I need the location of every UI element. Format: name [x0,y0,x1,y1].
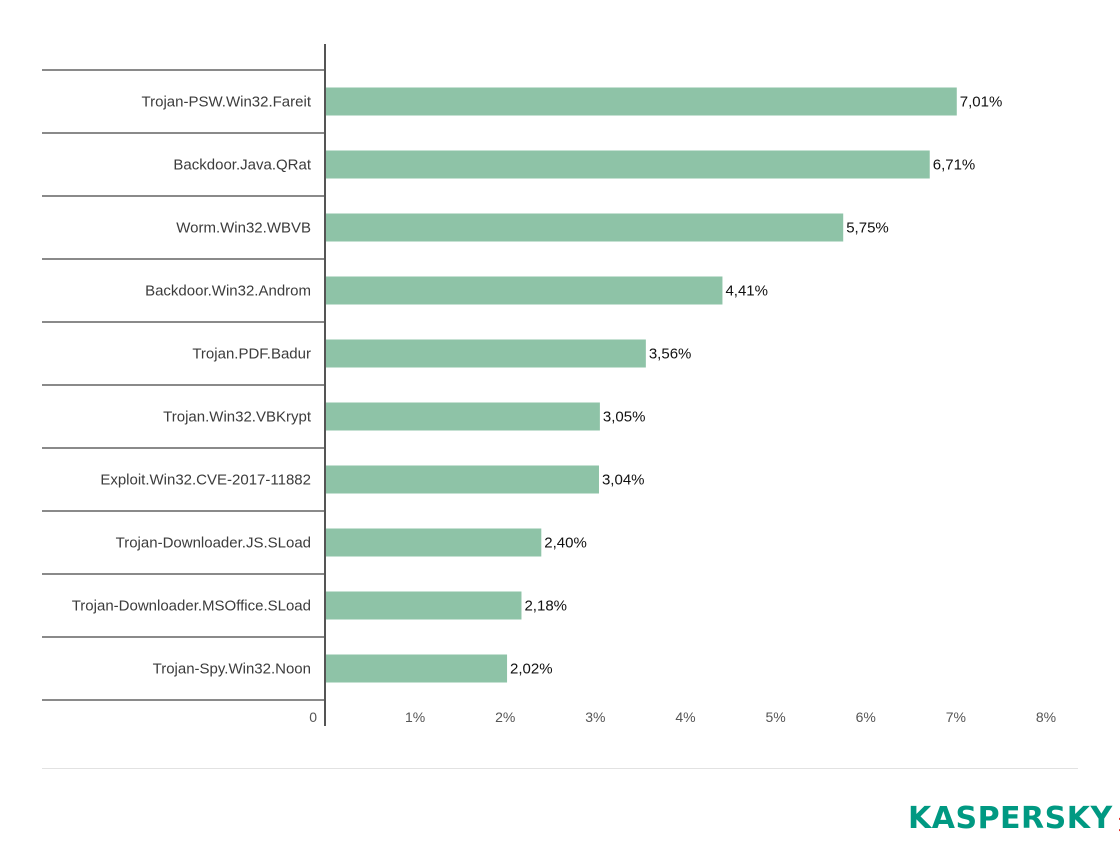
x-tick-label: 3% [585,709,605,725]
x-axis-ticks: 0 1% 2% 3% 4% 5% 6% 7% 8% [309,709,1056,725]
category-rows: Trojan-PSW.Win32.Fareit Backdoor.Java.QRa… [42,69,325,701]
bar [326,276,723,305]
data-label: 7,01% [960,94,1003,111]
bar [326,150,930,179]
bar [326,213,844,242]
data-label: 5,75% [846,220,889,237]
data-label: 2,02% [510,661,553,678]
x-tick-label: 6% [856,709,876,725]
x-tick-label: 1% [405,709,425,725]
x-tick-label: 7% [946,709,966,725]
x-tick-label: 0 [309,709,317,725]
footer-divider [42,768,1078,769]
x-tick-label: 5% [766,709,786,725]
x-tick-label: 8% [1036,709,1056,725]
bar [326,591,522,620]
data-label: 3,04% [602,472,645,489]
data-label: 2,40% [544,535,587,552]
bars: 7,01% 6,71% 5,75% 4,41% 3,56% 3,05% 3,04% 2,40%… [326,87,1003,683]
bar [326,528,542,557]
x-tick-label: 4% [675,709,695,725]
data-label: 6,71% [933,157,976,174]
category-label: Trojan-Downloader.JS.SLoad [116,535,311,552]
data-label: 3,56% [649,346,692,363]
category-label: Trojan.Win32.VBKrypt [163,409,312,426]
category-label: Worm.Win32.WBVB [176,220,311,237]
category-label: Trojan-PSW.Win32.Fareit [142,94,312,111]
bar [326,654,508,683]
kaspersky-logo: KASPERSKY lab [908,794,1120,834]
data-label: 3,05% [603,409,646,426]
category-label: Backdoor.Java.QRat [173,157,311,174]
category-label: Backdoor.Win32.Androm [145,283,311,300]
category-label: Trojan-Downloader.MSOffice.SLoad [72,598,311,615]
data-label: 4,41% [725,283,768,300]
category-label: Trojan.PDF.Badur [192,346,311,363]
bar [326,339,646,368]
bar [326,402,600,431]
logo-wordmark: KASPERSKY [908,801,1113,836]
bar [326,465,599,494]
x-tick-label: 2% [495,709,515,725]
category-label: Trojan-Spy.Win32.Noon [153,661,311,678]
category-label: Exploit.Win32.CVE-2017-11882 [100,472,311,489]
bar [326,87,957,116]
bar-chart: Trojan-PSW.Win32.Fareit Backdoor.Java.QRa… [42,44,1056,726]
data-label: 2,18% [524,598,567,615]
